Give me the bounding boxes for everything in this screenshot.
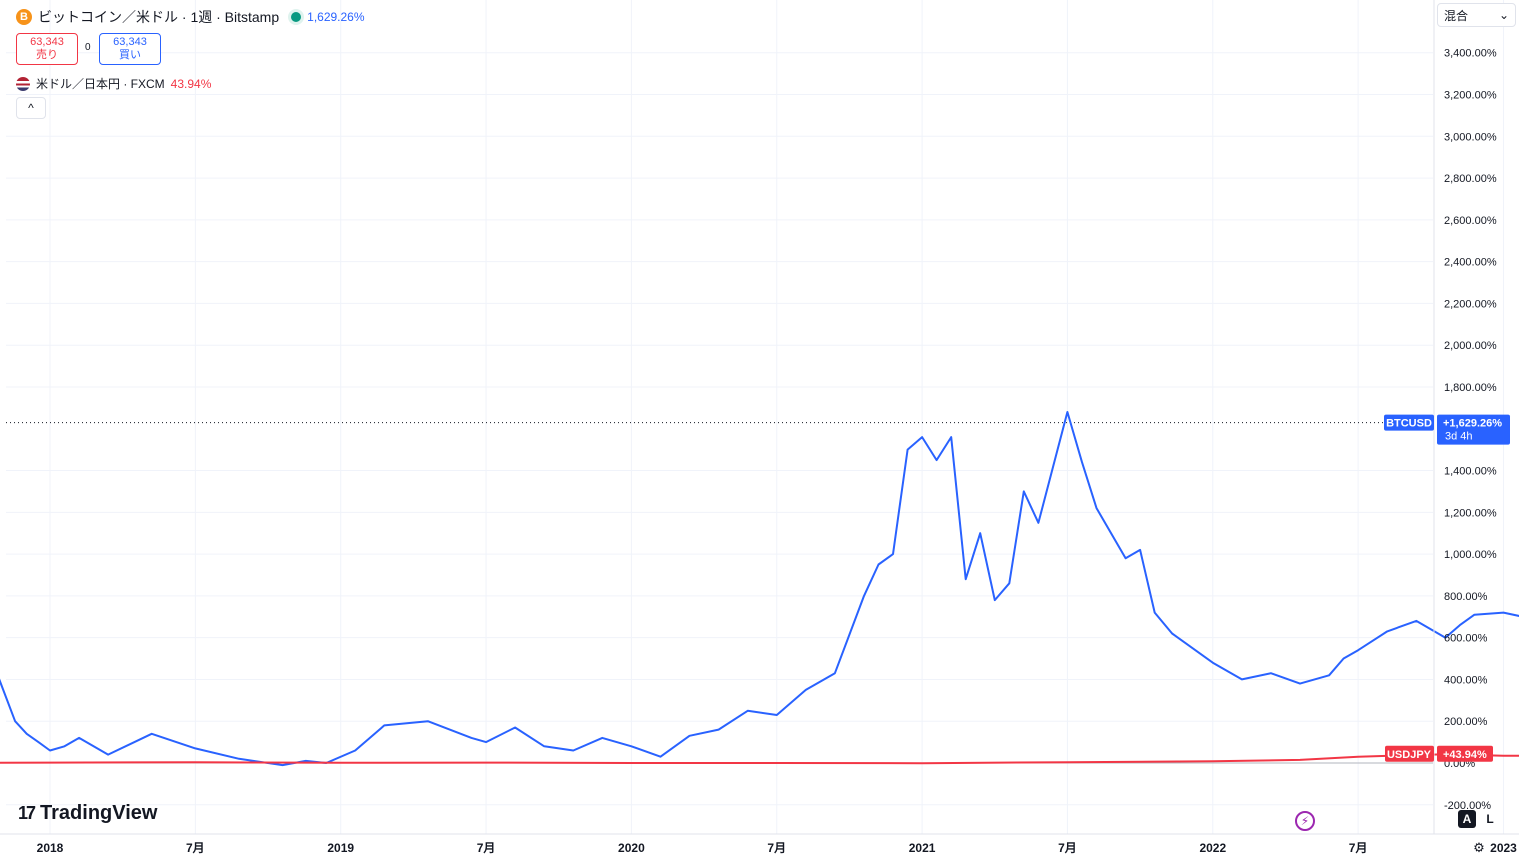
x-tick-label: 2020 (618, 841, 645, 855)
y-tick-label: 1,000.00% (1444, 549, 1497, 561)
tradingview-logo[interactable]: 17 TradingView (18, 802, 157, 825)
x-tick-label: 2022 (1199, 841, 1226, 855)
time-axis: 20187月20197月20207月20217月20227月20237月2024… (0, 833, 1519, 855)
compare-change: 43.94% (170, 76, 212, 91)
symbol-change: 1,629.26% (307, 10, 365, 24)
btcusd-price-badge (1437, 414, 1510, 445)
collapse-legend-button[interactable]: ^ (16, 97, 46, 119)
x-tick-label: 2021 (909, 841, 936, 855)
series-btcusd-line[interactable] (0, 80, 1519, 767)
y-tick-label: -200.00% (1444, 800, 1491, 812)
bitcoin-icon: B (16, 9, 32, 25)
y-tick-label: 3,200.00% (1444, 90, 1497, 102)
bolt-icon[interactable]: ⚡ (1295, 811, 1315, 831)
scale-mode-label: 混合 (1444, 8, 1469, 23)
sell-label: 売り (36, 49, 58, 61)
usdjpy-price-badge (1437, 745, 1493, 762)
scale-mode-select[interactable]: 混合 ⌄ (1437, 3, 1516, 27)
us-flag-icon (16, 76, 30, 91)
x-tick-label: 7月 (477, 841, 496, 855)
y-tick-label: 3,400.00% (1444, 48, 1497, 60)
compare-legend[interactable]: 米ドル／日本円 · FXCM 43.94% (16, 75, 211, 92)
main-legend[interactable]: B ビットコイン／米ドル · 1週 · Bitstamp 1,629.26% (16, 7, 365, 27)
usdjpy-name-tag (1385, 745, 1434, 762)
y-tick-label: 3,000.00% (1444, 131, 1497, 143)
usdjpy-price-label: +43.94% (1443, 749, 1487, 761)
price-badges: BTCUSD +1,629.26%3d 4h USDJPY +43.94% (1384, 414, 1510, 762)
tradingview-logo-text: TradingView (40, 802, 158, 824)
x-tick-label: 7月 (1058, 841, 1077, 855)
market-status-icon (291, 12, 302, 22)
log-scale-button[interactable]: L (1486, 812, 1494, 826)
chevron-down-icon: ⌄ (1498, 8, 1509, 22)
settings-icon[interactable]: ⚙ (1473, 840, 1485, 855)
buy-label: 買い (119, 49, 141, 61)
x-tick-label: 7月 (186, 841, 205, 855)
buy-price: 63,343 (113, 36, 147, 48)
chevron-up-icon: ^ (28, 101, 34, 115)
y-tick-label: 1,200.00% (1444, 507, 1497, 519)
y-tick-label: 2,600.00% (1444, 215, 1497, 227)
price-axis: 3,400.00% 3,200.00% 3,000.00% 2,800.00% 2,60… (1433, 0, 1497, 834)
btcusd-price-label: +1,629.26% (1443, 418, 1502, 430)
y-tick-label: 2,800.00% (1444, 173, 1497, 185)
x-tick-label: 2023 (1490, 841, 1517, 855)
y-tick-label: 1,400.00% (1444, 466, 1497, 478)
series-layer (0, 80, 1519, 767)
x-tick-label: 2019 (327, 841, 354, 855)
y-tick-label: 600.00% (1444, 633, 1488, 645)
x-tick-label: 2018 (37, 841, 64, 855)
y-tick-label: 2,400.00% (1444, 257, 1497, 269)
y-tick-label: 200.00% (1444, 716, 1488, 728)
series-usdjpy-line[interactable] (0, 751, 1519, 765)
y-tick-label: 2,000.00% (1444, 340, 1497, 352)
y-tick-label: 400.00% (1444, 674, 1488, 686)
sell-button[interactable]: 63,343 売り (16, 33, 78, 65)
grid (6, 0, 1504, 834)
y-tick-label: 800.00% (1444, 591, 1488, 603)
sell-price: 63,343 (30, 36, 64, 48)
tradingview-logo-icon: 17 (18, 803, 36, 823)
x-tick-label: 7月 (1349, 841, 1368, 855)
symbol-title[interactable]: ビットコイン／米ドル · 1週 · Bitstamp (38, 9, 280, 25)
spread-value: 0 (85, 42, 91, 53)
btcusd-name-tag (1384, 414, 1434, 431)
x-tick-label: 7月 (767, 841, 786, 855)
btcusd-name-label: BTCUSD (1386, 418, 1432, 430)
auto-scale-button[interactable]: A (1458, 810, 1476, 828)
btcusd-countdown: 3d 4h (1445, 431, 1473, 443)
buy-button[interactable]: 63,343 買い (99, 33, 161, 65)
y-tick-label: 1,800.00% (1444, 382, 1497, 394)
y-tick-label: 2,200.00% (1444, 298, 1497, 310)
compare-title[interactable]: 米ドル／日本円 · FXCM (36, 77, 165, 91)
usdjpy-name-label: USDJPY (1387, 749, 1432, 761)
